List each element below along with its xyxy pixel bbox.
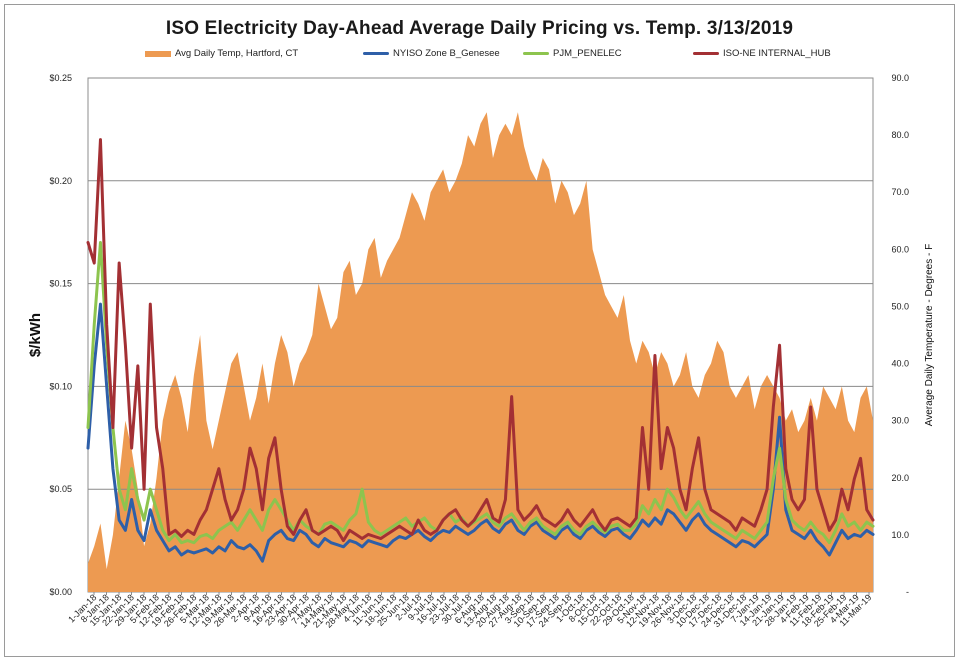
y2-tick-label: 60.0 (891, 244, 909, 254)
y-axis-title: $/kWh (27, 313, 44, 357)
y-tick-label: $0.20 (49, 176, 72, 186)
y2-tick-label: 40.0 (891, 359, 909, 369)
series-line-nyiso (86, 302, 875, 563)
legend-label-temp: Avg Daily Temp, Hartford, CT (175, 48, 299, 59)
y2-tick-label: - (906, 587, 909, 597)
chart-title: ISO Electricity Day-Ahead Average Daily … (165, 18, 794, 39)
y2-tick-label: 80.0 (891, 130, 909, 140)
y-tick-label: $0.05 (49, 484, 72, 494)
y-tick-label: $0.25 (49, 73, 72, 83)
y2-axis-title: Average Daily Temperature - Degrees - F (924, 244, 935, 427)
series-line-pjm (86, 240, 875, 545)
y2-tick-label: 70.0 (891, 187, 909, 197)
legend-label-isone: ISO-NE INTERNAL_HUB (723, 48, 831, 59)
y-tick-label: $0.10 (49, 381, 72, 391)
series-line-isone (86, 138, 875, 543)
y2-tick-label: 90.0 (891, 73, 909, 83)
y2-tick-label: 50.0 (891, 301, 909, 311)
y-tick-label: $0.15 (49, 279, 72, 289)
y2-tick-label: 10.0 (891, 530, 909, 540)
legend-label-pjm: PJM_PENELEC (553, 48, 622, 59)
y2-tick-label: 30.0 (891, 416, 909, 426)
legend-swatch-temp (145, 51, 171, 57)
legend-label-nyiso: NYISO Zone B_Genesee (393, 48, 500, 59)
y-tick-label: $0.00 (49, 587, 72, 597)
legend-swatch-pjm (523, 52, 549, 55)
y2-tick-label: 20.0 (891, 473, 909, 483)
legend-swatch-isone (693, 52, 719, 55)
legend-swatch-nyiso (363, 52, 389, 55)
